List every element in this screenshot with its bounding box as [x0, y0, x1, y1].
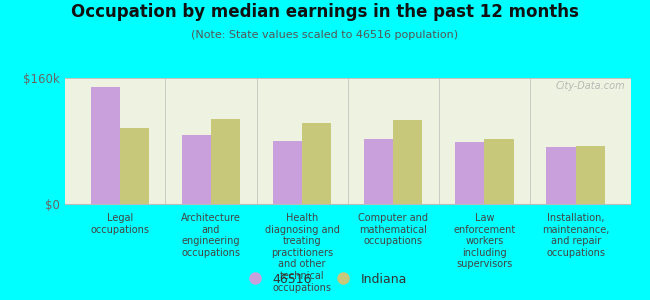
Bar: [182, 135, 211, 204]
Text: Occupation by median earnings in the past 12 months: Occupation by median earnings in the pas…: [71, 3, 579, 21]
Bar: [120, 128, 149, 204]
Bar: [393, 120, 422, 204]
Bar: [302, 123, 332, 204]
Bar: [91, 87, 120, 204]
Bar: [484, 140, 514, 204]
Bar: [364, 140, 393, 204]
Bar: [547, 147, 576, 204]
Bar: [455, 142, 484, 204]
Text: (Note: State values scaled to 46516 population): (Note: State values scaled to 46516 popu…: [192, 30, 458, 40]
Bar: [576, 146, 604, 204]
Bar: [211, 119, 240, 204]
Text: City-Data.com: City-Data.com: [555, 80, 625, 91]
Bar: [273, 141, 302, 204]
Legend: 46516, Indiana: 46516, Indiana: [238, 268, 412, 291]
